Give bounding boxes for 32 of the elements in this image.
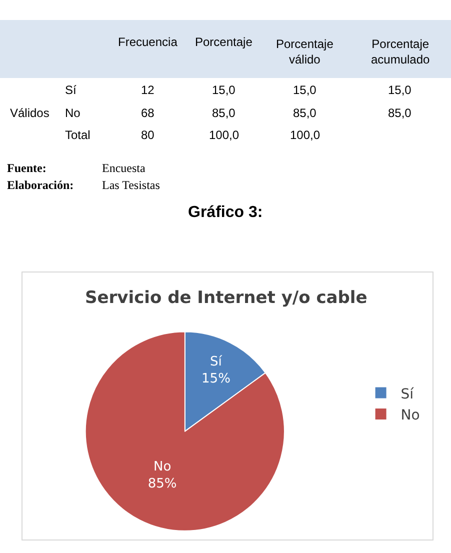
- text: Las Tesistas: [102, 178, 160, 192]
- text: Encuesta: [102, 161, 146, 175]
- slice-label: Sí: [210, 354, 222, 370]
- text: 85,0: [212, 106, 236, 120]
- text: 85,0: [388, 106, 412, 120]
- text: Elaboración:: [7, 178, 74, 192]
- slice-label: No: [153, 460, 172, 475]
- text: Válidos: [10, 106, 50, 120]
- text: Total: [65, 128, 90, 142]
- text: 15,0: [293, 83, 317, 97]
- text: 100,0: [290, 128, 320, 142]
- data-label: 15%: [202, 371, 230, 386]
- text: No: [65, 106, 81, 120]
- text: 85,0: [293, 106, 317, 120]
- pie-slice: [84, 331, 285, 532]
- text: Porcentaje válido: [276, 37, 334, 67]
- legend-label: No: [400, 407, 420, 424]
- text: Porcentaje acumulado: [371, 37, 430, 67]
- text: 68: [141, 106, 155, 120]
- text: Gráfico 3:: [188, 204, 263, 221]
- text: Frecuencia: [118, 35, 178, 49]
- text: 15,0: [388, 83, 412, 97]
- text: Porcentaje: [195, 35, 253, 49]
- legend-label: Sí: [400, 386, 415, 402]
- text: 100,0: [209, 128, 240, 142]
- chart-title: Servicio de Internet y/o cable: [85, 288, 368, 308]
- source-note: Fuente:: [7, 161, 46, 175]
- data-label: 85%: [148, 476, 177, 492]
- text: 12: [141, 83, 155, 97]
- text: 15,0: [212, 83, 236, 97]
- text: Sí: [65, 83, 78, 97]
- text: 80: [141, 128, 155, 142]
